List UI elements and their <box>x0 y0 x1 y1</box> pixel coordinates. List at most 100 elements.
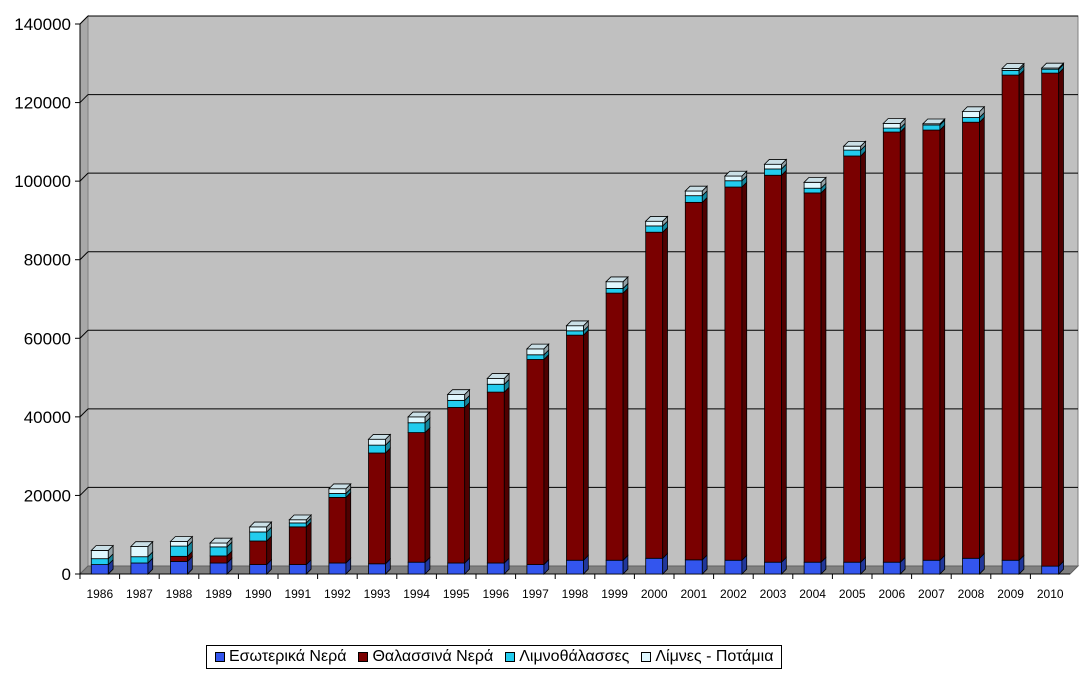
bar-top <box>644 216 669 222</box>
bar-segment <box>843 145 862 151</box>
legend-label: Λίμνες - Ποτάμια <box>655 648 774 665</box>
y-tick-label: 80000 <box>24 251 71 270</box>
bar-segment-side <box>979 116 985 560</box>
gridline-side <box>79 487 89 496</box>
bar-segment <box>249 564 268 575</box>
bar-segment <box>724 186 743 561</box>
bar-segment <box>486 383 505 393</box>
bar-top <box>288 514 313 521</box>
bar-segment-side <box>464 401 470 564</box>
bar-top <box>684 185 709 192</box>
bar-segment <box>684 201 703 561</box>
bar-segment <box>1001 69 1020 76</box>
gridline-side <box>79 94 89 103</box>
y-tick-label: 120000 <box>14 94 71 113</box>
x-tick-label: 1993 <box>364 587 391 601</box>
bar-segment <box>764 561 782 575</box>
bar-segment <box>447 394 466 401</box>
legend-swatch <box>641 652 652 662</box>
bar-segment <box>447 562 466 575</box>
bar-top <box>407 411 431 418</box>
x-tick-label: 2009 <box>997 587 1024 601</box>
bar-segment <box>645 225 664 233</box>
bar-segment <box>1001 559 1020 575</box>
legend-item: Θαλασσινά Νερά <box>358 648 493 666</box>
bar-segment-side <box>424 426 431 564</box>
legend-swatch <box>358 652 369 662</box>
bar-segment-side <box>781 169 787 564</box>
bar-segment <box>684 559 703 575</box>
x-tick-label: 1995 <box>443 587 470 601</box>
legend-swatch <box>505 652 516 662</box>
bar-segment <box>328 562 347 575</box>
bar-segment <box>447 399 466 408</box>
gridline-side <box>79 172 89 182</box>
bar-segment <box>605 287 624 294</box>
bar-top <box>961 106 986 113</box>
bar-segment <box>526 348 545 356</box>
x-tick-label: 1994 <box>403 587 430 601</box>
bar-top <box>1040 62 1065 69</box>
x-tick-label: 1986 <box>86 587 113 601</box>
gridline-side <box>79 15 89 25</box>
gridline-side <box>79 329 89 339</box>
bar-segment <box>328 493 347 498</box>
bar-segment <box>209 555 228 564</box>
gridline-side <box>79 251 89 261</box>
bar-segment-side <box>503 386 510 564</box>
bar-segment <box>566 325 584 332</box>
bar-segment <box>645 220 664 227</box>
y-tick-label: 40000 <box>24 408 71 427</box>
x-tick-label: 2008 <box>958 587 985 601</box>
bar-segment <box>605 559 624 575</box>
x-tick-label: 2002 <box>720 587 747 601</box>
bar-segment <box>249 526 268 533</box>
bar-segment <box>526 354 545 360</box>
chart-legend: Εσωτερικά Νερά Θαλασσινά Νερά Λιμνοθάλασσε… <box>206 645 783 669</box>
legend-label: Λιμνοθάλασσες <box>519 648 630 665</box>
bar-top <box>842 140 867 147</box>
bar-top <box>1001 63 1025 69</box>
bar-segment <box>882 131 901 563</box>
bar-segment <box>90 550 109 560</box>
bar-segment <box>684 190 703 197</box>
bar-segment <box>605 292 624 561</box>
x-tick-label: 2004 <box>799 587 826 601</box>
bar-top <box>723 170 748 177</box>
bar-segment <box>1041 565 1060 575</box>
x-tick-label: 1991 <box>284 587 311 601</box>
x-tick-label: 1989 <box>205 587 232 601</box>
bar-segment <box>764 163 782 170</box>
bar-segment <box>645 557 664 575</box>
bar-segment <box>962 111 980 118</box>
bar-segment <box>407 422 426 433</box>
bar-segment-side <box>741 181 748 562</box>
bar-top <box>327 483 352 490</box>
bar-top <box>882 118 907 124</box>
bar-segment-side <box>860 150 866 564</box>
bar-segment <box>724 175 743 182</box>
bar-segment-side <box>899 126 906 564</box>
bar-segment <box>882 561 901 575</box>
bar-segment <box>130 562 149 575</box>
bar-segment-side <box>543 353 550 566</box>
bar-segment-side <box>385 447 391 565</box>
bar-segment <box>1041 68 1060 74</box>
bar-top <box>90 545 115 551</box>
bar-segment <box>882 127 901 133</box>
x-tick-label: 2000 <box>641 587 668 601</box>
legend-item: Εσωτερικά Νερά <box>215 648 346 666</box>
x-tick-label: 1990 <box>245 587 272 601</box>
bar-segment <box>288 519 307 524</box>
bar-segment <box>170 545 188 557</box>
bar-top <box>763 159 788 165</box>
x-tick-label: 2010 <box>1037 587 1064 601</box>
bar-segment <box>90 564 109 575</box>
bar-segment <box>566 330 584 336</box>
bar-top <box>209 537 233 544</box>
bar-segment <box>170 540 188 547</box>
bar-segment <box>249 540 268 565</box>
bar-segment <box>486 562 505 575</box>
bar-segment <box>288 526 307 565</box>
